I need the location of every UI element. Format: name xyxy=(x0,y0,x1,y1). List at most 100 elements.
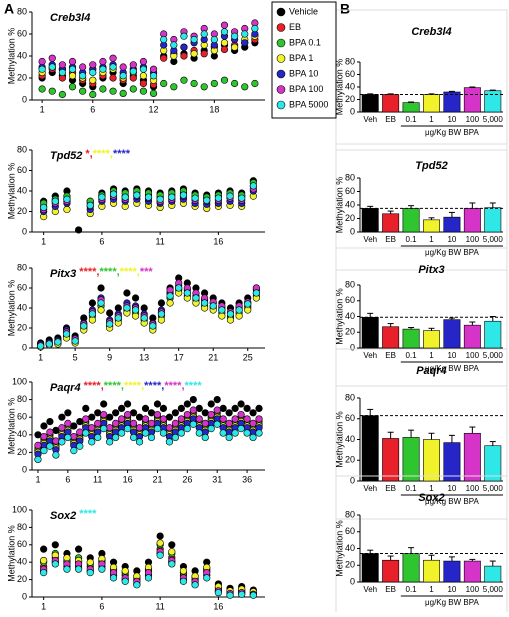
data-point xyxy=(159,429,168,437)
y-axis-label: Methylation % xyxy=(334,177,344,234)
data-point xyxy=(119,72,127,80)
data-point xyxy=(140,304,148,312)
data-point xyxy=(86,558,94,566)
data-point xyxy=(189,396,197,404)
chart-title: Tpd52 xyxy=(415,160,447,172)
data-point xyxy=(106,309,114,317)
data-point xyxy=(88,316,97,324)
data-point xyxy=(160,79,168,88)
chart-title: Creb3l4 xyxy=(411,26,451,38)
x-tick-label: 5,000 xyxy=(483,115,504,124)
data-point xyxy=(156,539,164,547)
data-point xyxy=(140,314,148,322)
data-point xyxy=(40,447,48,455)
y-tick-label: 80 xyxy=(345,279,355,289)
bar xyxy=(382,213,400,233)
data-point xyxy=(79,87,87,95)
data-point xyxy=(165,413,174,421)
x-tick-label: 1 xyxy=(41,236,46,246)
bar xyxy=(463,324,481,349)
y-axis-label: Methylation % xyxy=(334,288,344,345)
data-point xyxy=(76,428,84,436)
bar xyxy=(423,439,440,482)
data-point xyxy=(98,565,106,573)
bar xyxy=(443,442,461,482)
data-point xyxy=(106,438,114,446)
legend-marker xyxy=(276,100,286,110)
y-tick-label: 40 xyxy=(17,185,27,195)
data-point xyxy=(165,438,174,446)
data-point xyxy=(226,192,234,200)
data-point xyxy=(210,79,218,88)
x-tick-label: 6 xyxy=(99,236,104,246)
x-tick-label: 18 xyxy=(209,104,219,114)
data-point xyxy=(109,87,117,95)
data-point xyxy=(244,306,252,314)
bar xyxy=(402,553,420,583)
data-point xyxy=(191,581,199,589)
data-point xyxy=(153,400,162,408)
data-point xyxy=(237,425,245,433)
data-point xyxy=(52,426,60,435)
x-tick-label: 6 xyxy=(65,474,70,484)
data-point xyxy=(89,68,97,77)
data-point xyxy=(231,32,239,40)
legend-label: BPA 10 xyxy=(289,68,318,78)
annotation: ****, xyxy=(99,266,119,278)
data-point xyxy=(177,404,185,413)
bar xyxy=(402,102,420,113)
y-tick-label: 0 xyxy=(22,94,27,104)
data-point xyxy=(131,294,140,302)
y-tick-label: 60 xyxy=(345,413,355,423)
bar xyxy=(484,565,502,583)
x-axis-label: μg/Kg BW BPA xyxy=(425,497,479,506)
data-point xyxy=(38,57,46,66)
data-point xyxy=(170,83,178,91)
data-point xyxy=(249,409,257,417)
annotation: *** xyxy=(140,266,154,278)
data-point xyxy=(114,314,122,322)
annotation: *, xyxy=(85,148,92,160)
y-tick-label: 80 xyxy=(345,56,355,66)
bar xyxy=(484,90,502,113)
x-tick-label: 0.1 xyxy=(406,484,418,493)
data-point xyxy=(156,195,164,203)
data-point xyxy=(82,404,90,413)
data-point xyxy=(45,340,53,348)
data-point xyxy=(51,197,59,205)
annotation: ****, xyxy=(79,266,99,278)
data-point xyxy=(171,433,179,442)
bar xyxy=(423,94,440,113)
y-tick-label: 0 xyxy=(22,342,27,352)
data-point xyxy=(141,404,150,413)
y-tick-label: 0 xyxy=(22,464,27,474)
data-point xyxy=(189,406,197,414)
data-point xyxy=(54,338,62,346)
data-point xyxy=(52,451,60,459)
data-point xyxy=(255,429,263,437)
x-tick-label: 36 xyxy=(242,474,252,484)
y-tick-label: 60 xyxy=(17,539,27,549)
data-point xyxy=(58,438,66,446)
x-tick-label: 16 xyxy=(213,601,223,611)
bar xyxy=(361,415,379,482)
bar xyxy=(361,208,379,233)
y-tick-label: 60 xyxy=(17,412,27,422)
data-point xyxy=(131,312,140,320)
data-point xyxy=(109,74,117,82)
data-point xyxy=(63,565,71,573)
data-point xyxy=(220,21,229,29)
bar xyxy=(361,316,379,349)
data-point xyxy=(171,419,179,427)
data-point xyxy=(149,89,158,97)
x-tick-label: EB xyxy=(385,235,396,244)
data-point xyxy=(159,415,168,423)
data-point xyxy=(112,409,120,417)
data-point xyxy=(157,299,166,307)
x-tick-label: 9 xyxy=(107,352,112,362)
data-point xyxy=(226,316,235,324)
data-point xyxy=(179,577,188,585)
y-tick-label: 20 xyxy=(17,72,27,82)
data-point xyxy=(118,415,126,423)
data-point xyxy=(209,302,217,310)
